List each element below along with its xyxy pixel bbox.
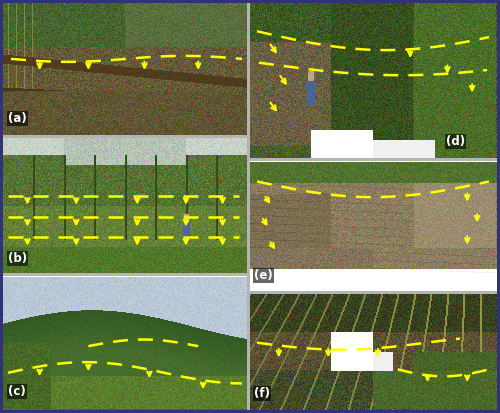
Text: (d): (d) [446, 135, 465, 148]
Text: (c): (c) [8, 385, 26, 398]
Text: (a): (a) [8, 112, 27, 125]
Text: (f): (f) [254, 387, 270, 400]
Text: (b): (b) [8, 252, 27, 265]
Text: (e): (e) [254, 269, 273, 282]
